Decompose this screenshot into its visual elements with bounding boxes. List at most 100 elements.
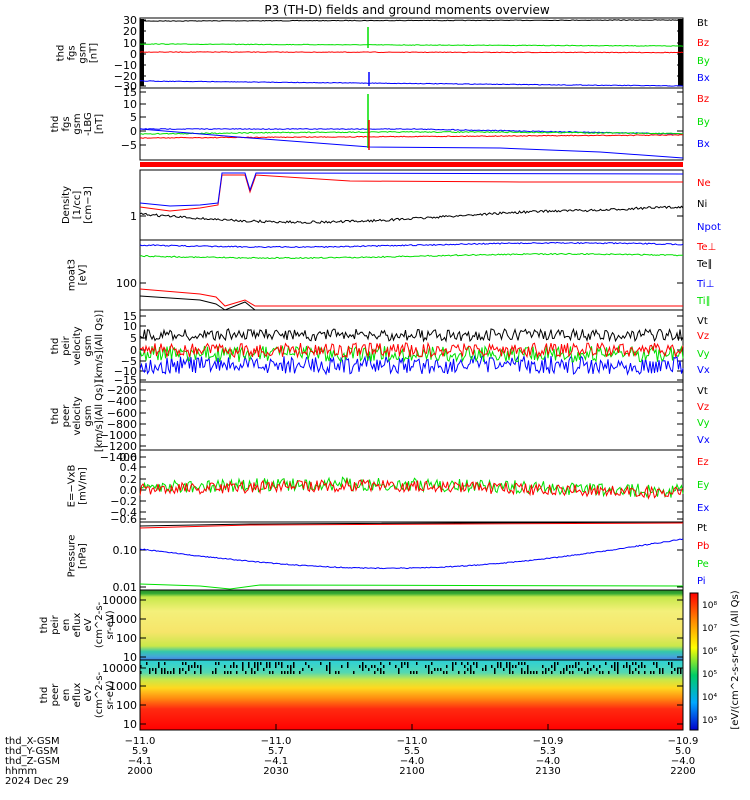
speckle [149,671,151,674]
speckle [575,665,577,668]
series-bx [139,80,684,87]
speckle [218,662,220,665]
speckle [476,662,478,665]
speckle [290,665,292,668]
y-axis-label: peir [50,614,61,634]
speckle [371,665,373,668]
speckle [407,662,409,665]
y-axis-label: gsm [72,113,83,134]
speckle [557,662,559,665]
legend-entry: Ti⊥ [696,279,714,290]
speckle [524,671,526,674]
series-bx [139,128,684,135]
speckle [614,668,616,671]
x-axis-value: 5.3 [540,746,556,757]
speckle [347,662,349,665]
legend-entry: Bx [697,73,710,84]
speckle [554,668,556,671]
speckle [179,668,181,671]
speckle [389,662,391,665]
speckle [242,665,244,668]
speckle [200,668,202,671]
legend-entry: Ey [697,480,709,491]
speckle [584,671,586,674]
speckle [401,662,403,665]
y-axis-label: [km/s](All Qs)] [94,310,105,382]
y-axis-label: thd [50,116,61,133]
legend-entry: Vy [697,418,710,429]
speckle [305,662,307,665]
speckle [551,665,553,668]
x-axis-annotation: thd_X-GSM −11.0 −11.0 −11.0 −10.9 −10.9 thd_Y-… [5,724,698,787]
speckle [362,665,364,668]
speckle [197,665,199,668]
speckle [326,668,328,671]
y-axis-label: eV [83,618,94,631]
series-by [139,43,684,47]
speckle [635,662,637,665]
speckle [230,665,232,668]
speckle [569,665,571,668]
panel-pressure: 0.10 0.01 Pressure [nPa] Pt Pb Pe Pi [67,521,709,594]
y-tick-label: 15 [123,310,137,323]
speckle [194,665,196,668]
speckle [617,665,619,668]
speckle [542,665,544,668]
edge-band [140,19,144,86]
legend-entry: By [697,56,710,67]
y-axis-label: peer [50,683,61,707]
speckle [512,665,514,668]
x-axis-value: 5.7 [268,746,284,757]
speckle [368,668,370,671]
speckle [533,671,535,674]
speckle [416,671,418,674]
speckle [464,671,466,674]
speckle [653,662,655,665]
speckle [485,665,487,668]
y-tick-label: −600 [107,407,137,420]
speckle [380,662,382,665]
legend-entry: Pt [697,523,707,534]
speckle [383,671,385,674]
speckle [413,671,415,674]
speckle [497,665,499,668]
speckle [671,671,673,674]
legend-entry: Vt [697,316,708,327]
speckle [425,665,427,668]
speckle [530,671,532,674]
panel-frame [139,381,684,451]
speckle [662,671,664,674]
y-tick-label: 10 [123,320,137,333]
speckle [182,662,184,665]
y-tick-label: 0 [130,48,137,61]
speckle [380,671,382,674]
speckle [335,671,337,674]
y-axis-label: thd [50,408,61,425]
speckle [542,671,544,674]
y-tick-label: −400 [107,395,137,408]
x-axis-value: −10.9 [533,736,564,747]
speckle [338,671,340,674]
speckle [251,668,253,671]
speckle [659,668,661,671]
speckle [527,665,529,668]
speckle [521,662,523,665]
speckle [509,668,511,671]
y-tick-label: 100 [116,699,137,712]
x-axis-value: −11.0 [397,736,428,747]
speckle [398,671,400,674]
y-tick-label: 10 [123,718,137,731]
speckle [230,671,232,674]
speckle [662,668,664,671]
speckle [563,668,565,671]
y-axis-label: thd [39,687,50,704]
speckle [473,662,475,665]
speckle [188,668,190,671]
speckle [590,668,592,671]
speckle [182,668,184,671]
legend-entry: Vz [697,331,709,342]
speckle [254,662,256,665]
speckle [554,665,556,668]
speckle [248,665,250,668]
x-axis-value: −11.0 [261,736,292,747]
